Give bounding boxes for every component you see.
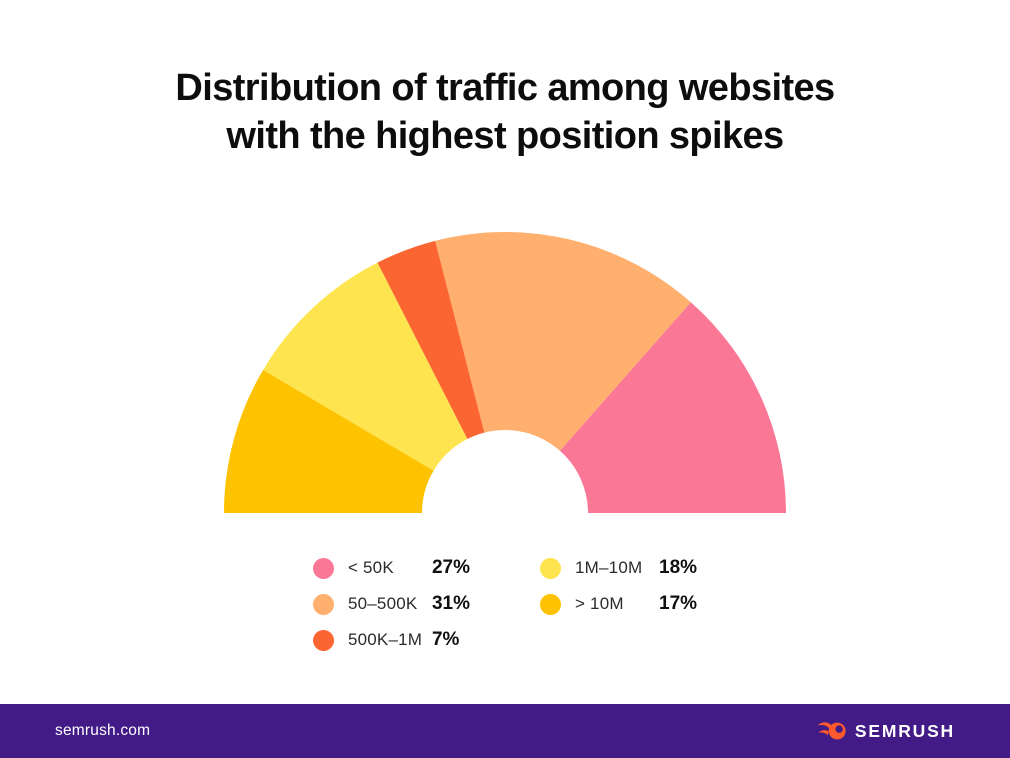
semrush-logo: SEMRUSH [817,719,955,743]
legend-value: 27% [431,557,470,578]
semrush-wordmark: SEMRUSH [854,720,955,741]
legend-value: 7% [431,629,460,650]
footer-bar: semrush.com SEMRUSH [0,704,1010,758]
legend-swatch-gold [540,593,561,615]
legend-label: 50–500K [347,594,418,613]
legend-label: > 10M [575,594,624,613]
half-donut-svg [224,232,786,513]
legend-item: > 10M 17% [540,593,697,615]
page-title-line2: with the highest position spikes [226,115,784,157]
legend-column-right: 1M–10M 18% > 10M 17% [540,557,697,629]
legend-column-left: < 50K 27% 50–500K 31% 500K–1M 7% [312,557,470,665]
legend-value: 18% [659,557,698,578]
page-title-line1: Distribution of traffic among websites [175,67,835,109]
page-title: Distribution of traffic among websites w… [0,0,1010,160]
semrush-flame-icon [817,722,846,740]
legend-item: 500K–1M 7% [312,629,470,651]
donut-segment-500K–1M [377,240,485,440]
donut-segment-< 50K [559,302,786,513]
chart-legend: < 50K 27% 50–500K 31% 500K–1M 7% 1M–10M … [0,557,1010,665]
legend-label: < 50K [347,558,394,577]
legend-swatch-pink [312,557,334,579]
donut-segment-> 10M [224,369,434,513]
donut-segment-1M–10M [263,262,468,471]
legend-value: 31% [431,593,470,614]
legend-label: 500K–1M [347,630,423,649]
legend-item: 50–500K 31% [312,593,470,615]
legend-value: 17% [659,593,698,614]
legend-item: 1M–10M 18% [540,557,697,579]
legend-swatch-peach [312,593,334,615]
legend-swatch-yellow [540,557,561,579]
legend-swatch-orange [312,629,334,651]
legend-item: < 50K 27% [312,557,470,579]
legend-label: 1M–10M [575,558,643,577]
donut-segment-50–500K [435,232,691,451]
half-donut-chart [220,230,790,515]
source-url: semrush.com [55,722,151,739]
